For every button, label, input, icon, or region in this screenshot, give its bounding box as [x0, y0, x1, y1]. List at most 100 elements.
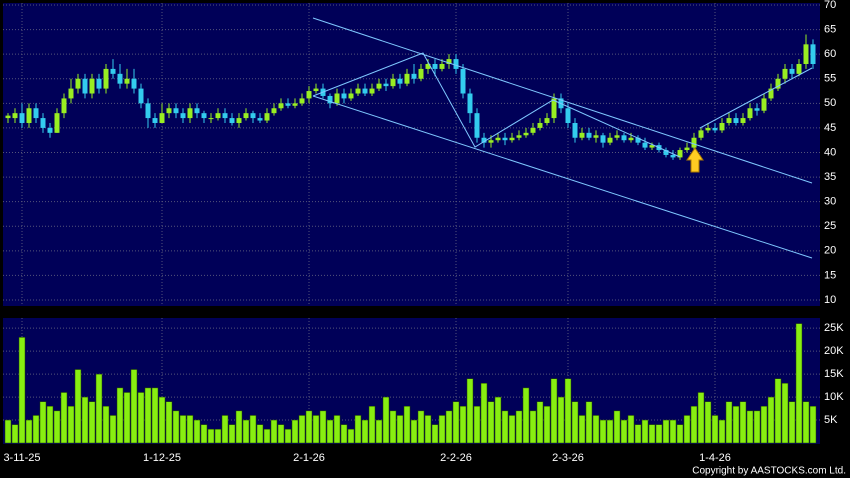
candle-body	[586, 132, 592, 138]
volume-bar	[298, 415, 306, 444]
signal-arrow	[686, 147, 704, 173]
candle-body	[89, 78, 95, 94]
volume-bar	[795, 323, 803, 444]
volume-bar	[697, 392, 705, 444]
volume-bar	[270, 419, 278, 444]
volume-bar	[452, 401, 460, 444]
candle-body	[33, 108, 39, 119]
volume-bar	[760, 406, 768, 444]
candle-body	[509, 137, 515, 141]
volume-bar	[326, 419, 334, 444]
candle-body	[544, 118, 550, 123]
candle-body	[446, 59, 452, 64]
candle-body	[670, 154, 676, 158]
volume-bar	[655, 424, 663, 444]
candle-body	[110, 68, 116, 74]
candle-body	[299, 98, 305, 104]
candle-body	[474, 113, 480, 138]
candle-body	[404, 73, 410, 84]
candle-body	[425, 64, 431, 69]
candle-body	[229, 118, 235, 123]
y-tick-label: 10	[824, 294, 836, 306]
y-tick-label: 45	[824, 122, 836, 134]
volume-bar	[109, 415, 117, 444]
candle-body	[712, 127, 718, 131]
candle-body	[467, 93, 473, 114]
volume-bar	[333, 415, 341, 444]
volume-bar	[256, 424, 264, 444]
candle-body	[397, 78, 403, 84]
volume-bar	[319, 410, 327, 444]
volume-bar	[207, 428, 215, 444]
candle-body	[75, 78, 81, 89]
volume-bar	[200, 424, 208, 444]
volume-bar	[802, 401, 810, 444]
volume-bar	[410, 419, 418, 444]
volume-bar	[382, 396, 390, 444]
candle-body	[803, 44, 809, 64]
y-tick-label: 70	[824, 0, 836, 11]
volume-bar	[557, 396, 565, 444]
upper-channel	[312, 17, 813, 184]
volume-bar	[676, 424, 684, 444]
volume-bar	[781, 383, 789, 444]
candle-body	[747, 108, 753, 119]
candle-body	[726, 118, 732, 123]
candle-body	[96, 78, 102, 89]
volume-bar	[18, 337, 26, 444]
volume-bar	[179, 415, 187, 444]
volume-bar	[592, 415, 600, 444]
volume-bar	[459, 406, 467, 444]
candle-body	[201, 113, 207, 119]
x-tick-label: 2-2-26	[440, 452, 472, 464]
candle-body	[19, 113, 25, 123]
candle-body	[257, 118, 263, 121]
candle-body	[26, 108, 32, 123]
candle-body	[355, 88, 361, 94]
candle-body	[187, 108, 193, 119]
y-tick-label: 40	[824, 146, 836, 158]
volume-bar	[718, 419, 726, 444]
volume-bar	[116, 387, 124, 444]
volume-bar	[186, 415, 194, 444]
candle-body	[138, 88, 144, 104]
candle-body	[432, 64, 438, 69]
candle-body	[271, 108, 277, 114]
volume-bar	[130, 369, 138, 444]
candle-body	[572, 123, 578, 138]
y-tick-label: 35	[824, 171, 836, 183]
candle-body	[754, 108, 760, 111]
candle-body	[642, 142, 648, 148]
volume-bar	[361, 419, 369, 444]
volume-bar	[543, 406, 551, 444]
volume-bar	[725, 401, 733, 444]
volume-bar	[522, 387, 530, 444]
volume-bar	[550, 378, 558, 444]
y-tick-label: 25	[824, 220, 836, 232]
volume-bar	[431, 424, 439, 444]
candle-body	[439, 64, 445, 69]
volume-bar	[11, 424, 19, 444]
volume-bar	[158, 396, 166, 444]
volume-tick-label: 10K	[824, 391, 844, 403]
volume-bar	[74, 369, 82, 444]
volume-tick-label: 20K	[824, 345, 844, 357]
volume-bar	[473, 406, 481, 444]
candle-body	[334, 93, 340, 104]
candle-body	[705, 127, 711, 131]
candle-body	[733, 118, 739, 123]
candle-body	[810, 44, 816, 64]
candle-body	[348, 93, 354, 99]
volume-bar	[88, 401, 96, 444]
candle-body	[775, 78, 781, 89]
volume-bar	[536, 401, 544, 444]
x-tick-label: 2-1-26	[293, 452, 325, 464]
volume-bar	[487, 401, 495, 444]
trend-lines	[312, 17, 813, 259]
volume-bar	[515, 410, 523, 444]
candle-body	[565, 108, 571, 123]
candle-body	[131, 78, 137, 89]
volume-bar	[774, 378, 782, 444]
candle-body	[635, 137, 641, 143]
